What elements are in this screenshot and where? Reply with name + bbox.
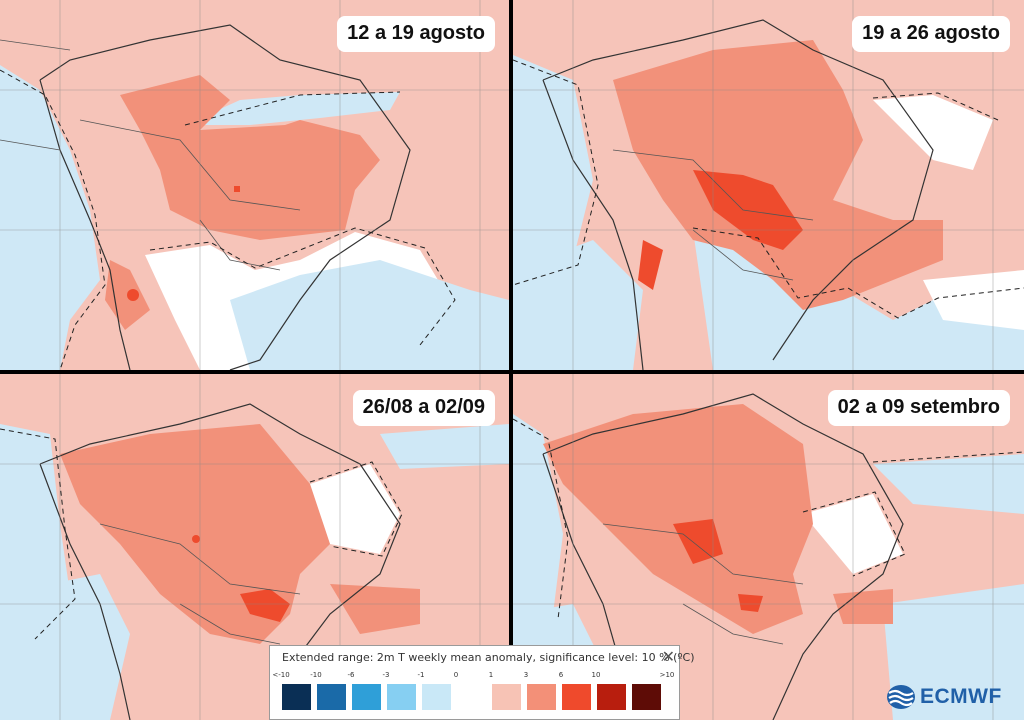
close-icon[interactable]: ✕	[661, 647, 675, 666]
legend-swatch	[527, 684, 556, 710]
map-panel-2: 19 a 26 agosto	[513, 0, 1024, 370]
legend-tick: 3	[523, 671, 529, 679]
legend-tick: >10	[659, 671, 675, 679]
legend-swatch	[562, 684, 591, 710]
legend-tick: -3	[382, 671, 390, 679]
map-panel-2-graphic	[513, 0, 1024, 370]
legend-tick: -6	[347, 671, 355, 679]
map-panel-3: 26/08 a 02/09	[0, 374, 509, 720]
legend-swatch	[492, 684, 521, 710]
period-label: 12 a 19 agosto	[337, 16, 495, 52]
legend-swatch	[422, 684, 451, 710]
legend-tick: 6	[558, 671, 564, 679]
ecmwf-logo: ECMWF	[886, 683, 1002, 711]
legend-swatch	[597, 684, 626, 710]
legend-swatch	[387, 684, 416, 710]
legend-swatch	[317, 684, 346, 710]
legend-tick: <-10	[272, 671, 290, 679]
period-label: 02 a 09 setembro	[827, 390, 1010, 426]
map-panel-1: 12 a 19 agosto	[0, 0, 509, 370]
legend-tick: -1	[417, 671, 425, 679]
legend-swatch	[632, 684, 661, 710]
legend-title: Extended range: 2m T weekly mean anomaly…	[282, 651, 695, 664]
legend-tick: -10	[310, 671, 322, 679]
map-panel-1-graphic	[0, 0, 509, 370]
legend-swatch	[352, 684, 381, 710]
period-label: 19 a 26 agosto	[852, 16, 1010, 52]
period-label: 26/08 a 02/09	[352, 390, 495, 426]
legend-swatch	[457, 684, 486, 710]
map-panel-3-graphic	[0, 374, 509, 720]
legend-tick: 1	[488, 671, 494, 679]
logo-text: ECMWF	[920, 685, 1002, 708]
legend-tick: 0	[453, 671, 459, 679]
legend-tick: 10	[591, 671, 601, 679]
color-legend: Extended range: 2m T weekly mean anomaly…	[269, 645, 695, 720]
legend-swatch	[282, 684, 311, 710]
ecmwf-logo-icon	[887, 685, 915, 709]
